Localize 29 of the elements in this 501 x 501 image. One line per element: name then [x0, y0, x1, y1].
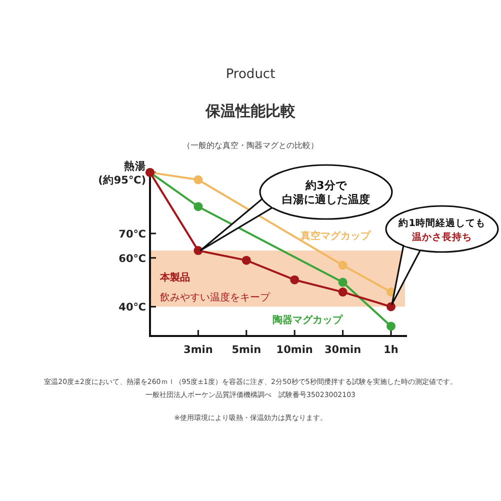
x-tick-label: 3min — [184, 344, 213, 356]
point — [194, 246, 203, 256]
y-tick-label: 40℃ — [118, 302, 146, 314]
text: 陶器マグカップ — [272, 314, 344, 326]
annotation: 約3分で白湯に適した温度 — [282, 179, 370, 206]
series-label: 本製品 — [159, 272, 190, 284]
point — [338, 278, 348, 287]
point — [242, 256, 251, 265]
y-tick-label: 熱湯 (約95℃) — [98, 159, 146, 186]
point — [386, 322, 396, 331]
chart-title: 保温性能比較 — [204, 102, 296, 120]
band-label: 飲みやすい温度をキープ — [160, 292, 271, 304]
point — [194, 175, 203, 184]
annotation: 約1時間経過しても温かさ長持ち — [398, 217, 486, 243]
point — [338, 260, 348, 270]
point — [338, 288, 348, 297]
x-tick-label: 5min — [232, 344, 262, 356]
series-label: 真空マグカップ — [300, 230, 372, 242]
x-tick-label: 30min — [324, 344, 362, 356]
y-tick-label: 60℃ — [118, 252, 146, 265]
x-tick-label: 1h — [384, 344, 398, 356]
point — [194, 202, 203, 212]
point — [290, 275, 300, 284]
y-tick-label: 70℃ — [118, 228, 146, 240]
chart-subtitle: （一般的な真空・陶器マグとの比較） — [182, 141, 318, 150]
x-tick-label: 10min — [276, 344, 313, 356]
speech-bubble: 約1時間経過しても温かさ長持ち — [385, 205, 499, 305]
text: Product — [226, 67, 276, 82]
point — [386, 302, 396, 312]
